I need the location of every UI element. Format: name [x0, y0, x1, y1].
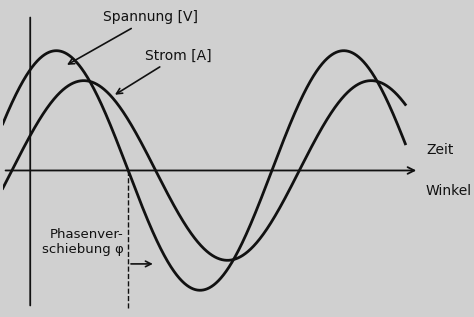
Text: Zeit: Zeit	[426, 143, 453, 157]
Text: Winkel: Winkel	[426, 184, 472, 198]
Text: Strom [A]: Strom [A]	[117, 49, 211, 94]
Text: Phasenver-
schiebung φ: Phasenver- schiebung φ	[42, 228, 124, 256]
Text: Spannung [V]: Spannung [V]	[69, 10, 199, 64]
